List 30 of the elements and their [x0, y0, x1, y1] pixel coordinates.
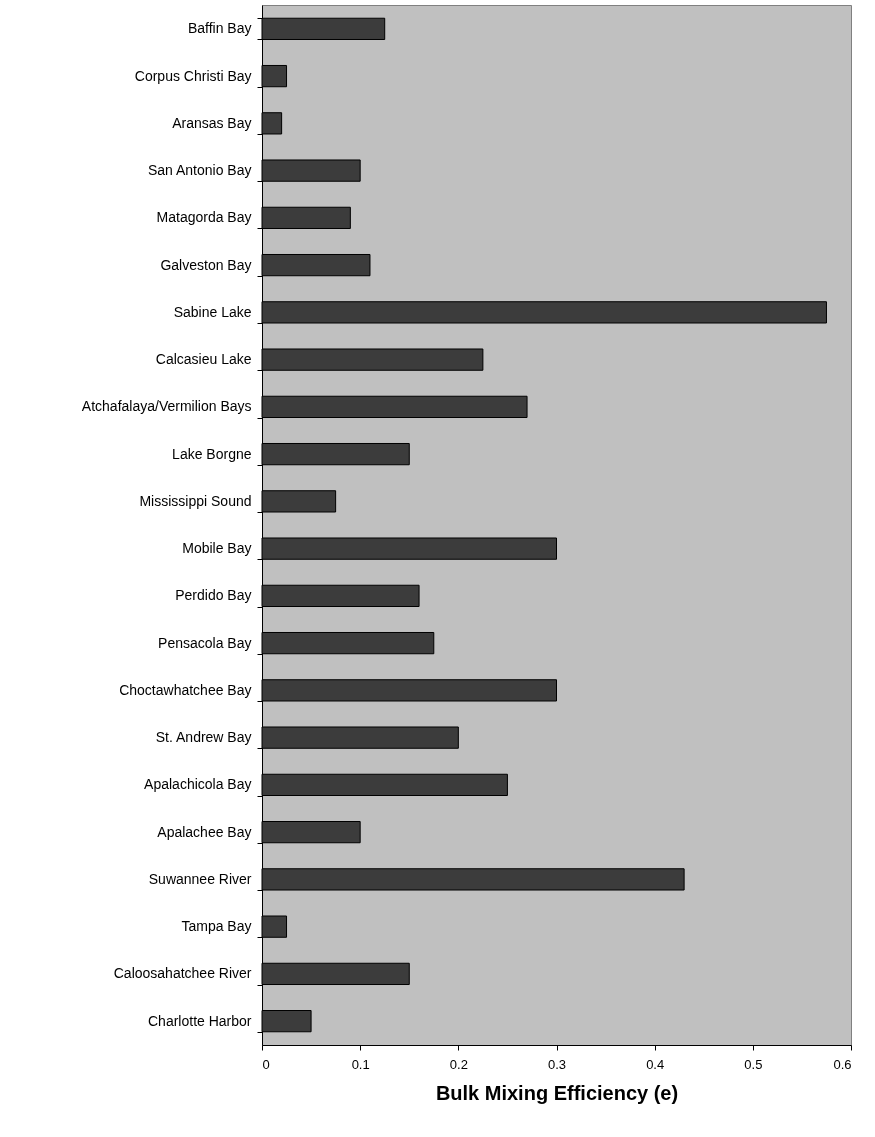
y-tick-label: Atchafalaya/Vermilion Bays [81, 398, 252, 415]
y-tick-label: St. Andrew Bay [155, 729, 252, 746]
x-tick-label: 0.5 [744, 1056, 763, 1072]
x-tick-label: 0.4 [646, 1056, 665, 1072]
x-tick-label: 0.3 [547, 1056, 567, 1072]
y-tick-label: Caloosahatchee River [113, 965, 252, 982]
y-tick-label: Sabine Lake [173, 303, 252, 320]
y-tick-label: Apalachicola Bay [144, 776, 252, 793]
y-tick-label: Perdido Bay [175, 587, 252, 604]
y-tick-label: Mobile Bay [182, 540, 252, 557]
y-tick-label: Choctawhatchee Bay [119, 681, 252, 698]
y-tick-label: Tampa Bay [181, 918, 252, 935]
y-tick-label: Corpus Christi Bay [134, 67, 252, 84]
x-tick-label: 0.1 [351, 1056, 370, 1072]
y-tick-label: Lake Borgne [172, 445, 252, 462]
y-tick-label: Pensacola Bay [158, 634, 252, 651]
x-tick-label: 0 [262, 1056, 270, 1072]
y-tick-label: Baffin Bay [187, 20, 252, 37]
y-tick-label: Calcasieu Lake [155, 351, 252, 368]
x-axis-title: Bulk Mixing Efficiency (e) [435, 1081, 679, 1104]
y-tick-label: Galveston Bay [160, 256, 252, 273]
y-tick-label: Aransas Bay [172, 114, 252, 131]
y-tick-label: Suwannee River [148, 870, 252, 887]
y-tick-label: Mississippi Sound [139, 492, 252, 509]
y-tick-label: Apalachee Bay [157, 823, 252, 840]
y-tick-label: San Antonio Bay [147, 162, 252, 179]
y-tick-label: Charlotte Harbor [148, 1012, 252, 1029]
y-tick-label: Matagorda Bay [156, 209, 252, 226]
x-tick-label: 0.2 [449, 1056, 468, 1072]
x-tick-label: 0.6 [833, 1056, 852, 1072]
